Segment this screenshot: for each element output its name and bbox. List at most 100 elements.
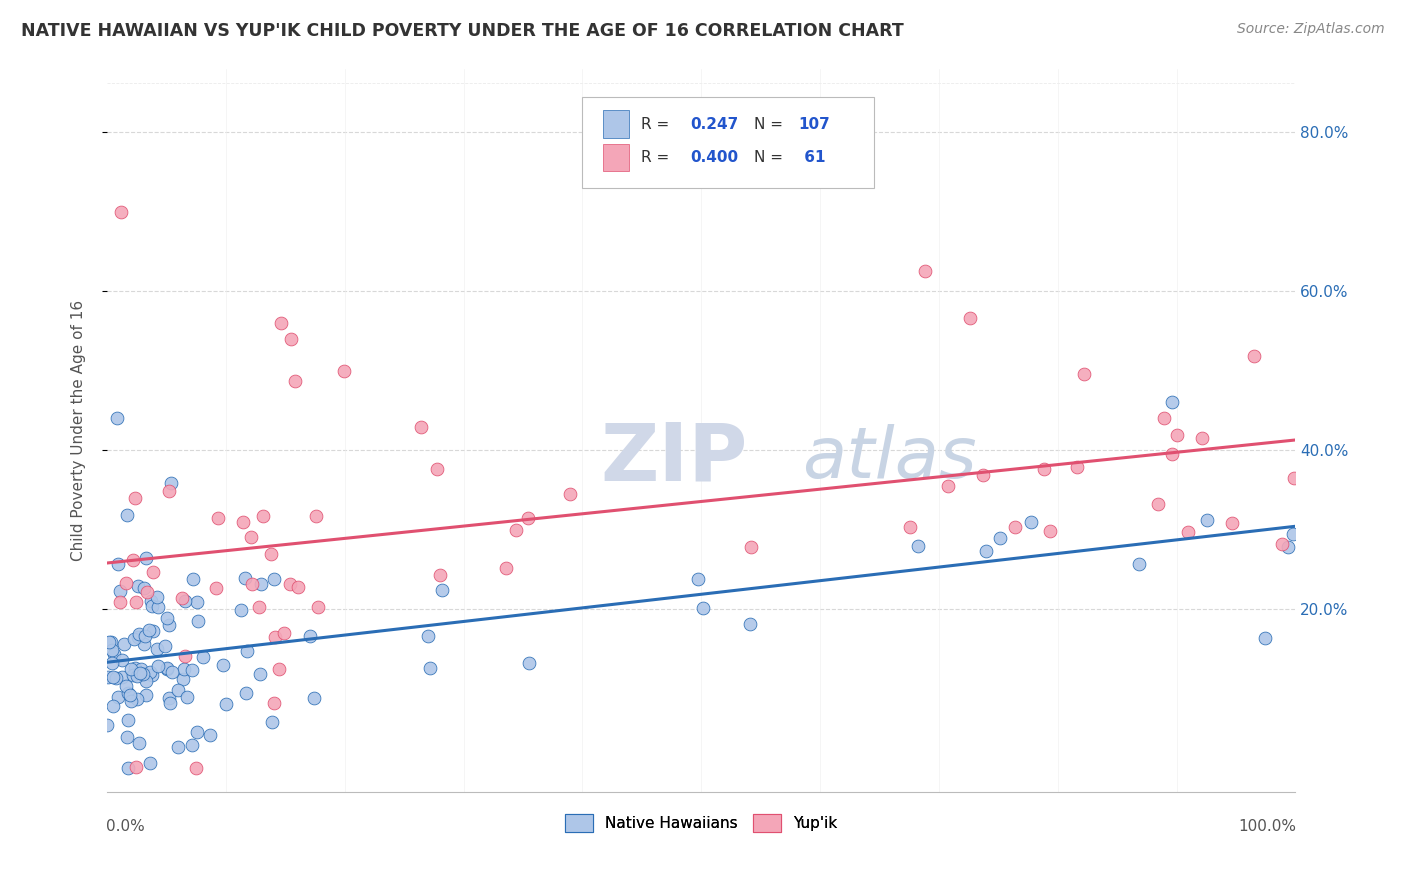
Point bbox=[1254, 632, 1277, 646]
Point bbox=[898, 520, 921, 534]
Text: 0.400: 0.400 bbox=[690, 150, 738, 165]
Point bbox=[120, 688, 142, 702]
Point bbox=[1177, 524, 1199, 539]
Point bbox=[146, 642, 169, 657]
Point bbox=[142, 624, 165, 638]
Point bbox=[125, 692, 148, 706]
Point bbox=[96, 670, 118, 684]
Point bbox=[105, 411, 128, 425]
Point bbox=[141, 599, 163, 613]
Point bbox=[146, 591, 169, 605]
Text: 61: 61 bbox=[799, 150, 825, 165]
Point bbox=[233, 571, 256, 585]
Point bbox=[156, 611, 179, 625]
Text: ZIP: ZIP bbox=[600, 420, 748, 498]
Point bbox=[127, 669, 149, 683]
Point bbox=[181, 572, 204, 586]
FancyBboxPatch shape bbox=[603, 111, 628, 138]
Point bbox=[250, 576, 273, 591]
Point bbox=[240, 530, 263, 544]
Point bbox=[988, 531, 1011, 545]
Point bbox=[416, 629, 439, 643]
Point bbox=[1277, 540, 1299, 554]
Point bbox=[148, 600, 170, 615]
Point bbox=[128, 736, 150, 750]
Point bbox=[186, 595, 208, 609]
Point bbox=[273, 626, 295, 640]
Point bbox=[249, 667, 271, 681]
Point bbox=[104, 671, 127, 685]
Point bbox=[426, 462, 449, 476]
Text: N =: N = bbox=[754, 150, 787, 165]
Point bbox=[156, 661, 179, 675]
Point bbox=[1146, 497, 1168, 511]
Point bbox=[429, 568, 451, 582]
Point bbox=[124, 594, 146, 608]
Text: N =: N = bbox=[754, 117, 787, 132]
Point bbox=[332, 363, 354, 377]
FancyBboxPatch shape bbox=[582, 97, 873, 188]
Point bbox=[972, 468, 994, 483]
Point bbox=[236, 644, 259, 658]
Point bbox=[157, 691, 180, 706]
Point bbox=[125, 760, 148, 774]
Point bbox=[263, 572, 285, 586]
Point bbox=[558, 486, 581, 500]
Point bbox=[267, 662, 290, 676]
Point bbox=[100, 635, 122, 649]
Point bbox=[1128, 557, 1150, 571]
Point bbox=[740, 540, 762, 554]
Point bbox=[132, 581, 155, 595]
Point bbox=[128, 626, 150, 640]
Point bbox=[166, 682, 188, 697]
Point bbox=[117, 761, 139, 775]
Point bbox=[103, 669, 125, 683]
Point bbox=[117, 686, 139, 700]
Text: Source: ZipAtlas.com: Source: ZipAtlas.com bbox=[1237, 22, 1385, 37]
Point bbox=[215, 698, 238, 712]
Point bbox=[264, 630, 287, 644]
Point bbox=[172, 673, 194, 687]
Point bbox=[129, 662, 152, 676]
Point bbox=[96, 718, 118, 732]
Point bbox=[111, 653, 134, 667]
Point bbox=[135, 551, 157, 566]
Point bbox=[211, 657, 233, 672]
Point bbox=[1004, 520, 1026, 534]
Point bbox=[191, 650, 214, 665]
Point bbox=[186, 725, 208, 739]
Point bbox=[1019, 515, 1042, 529]
Text: 0.247: 0.247 bbox=[690, 117, 738, 132]
Point bbox=[307, 599, 329, 614]
Point bbox=[115, 730, 138, 744]
Point bbox=[153, 639, 176, 653]
Point bbox=[117, 714, 139, 728]
Point bbox=[411, 419, 433, 434]
Point bbox=[1166, 428, 1188, 442]
Point bbox=[128, 665, 150, 680]
Text: 100.0%: 100.0% bbox=[1239, 820, 1296, 834]
Point bbox=[157, 617, 180, 632]
Point bbox=[101, 699, 124, 714]
Point bbox=[187, 615, 209, 629]
Point bbox=[304, 690, 326, 705]
Point bbox=[1197, 513, 1219, 527]
Point bbox=[1281, 527, 1303, 541]
Point bbox=[207, 511, 229, 525]
FancyBboxPatch shape bbox=[603, 144, 628, 171]
Point bbox=[517, 511, 540, 525]
Point bbox=[120, 694, 142, 708]
Point bbox=[180, 663, 202, 677]
Point bbox=[936, 479, 959, 493]
Point bbox=[107, 690, 129, 705]
Point bbox=[134, 629, 156, 643]
Y-axis label: Child Poverty Under the Age of 16: Child Poverty Under the Age of 16 bbox=[72, 300, 86, 561]
Text: R =: R = bbox=[641, 150, 673, 165]
Point bbox=[959, 310, 981, 325]
Point bbox=[167, 740, 190, 755]
Point bbox=[110, 204, 132, 219]
Point bbox=[122, 668, 145, 682]
Point bbox=[173, 648, 195, 663]
Point bbox=[263, 696, 285, 710]
Point bbox=[156, 662, 179, 676]
